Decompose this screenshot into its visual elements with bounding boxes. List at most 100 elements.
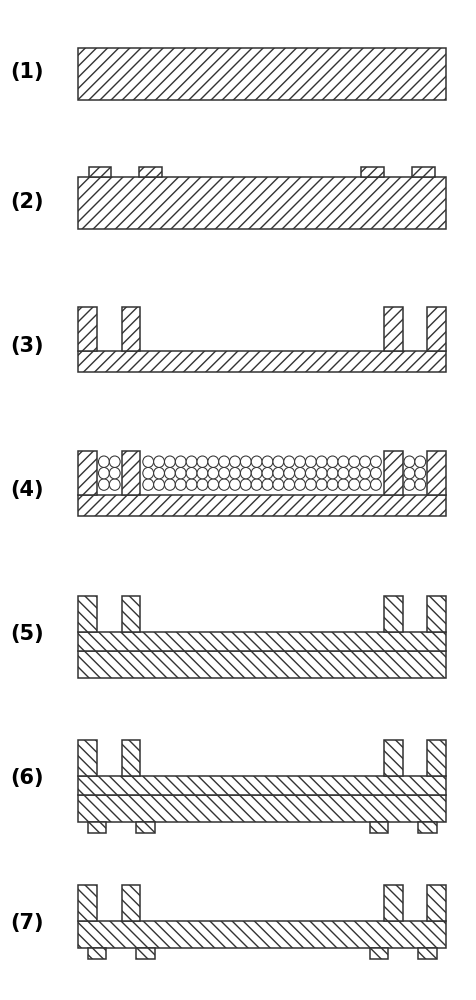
- Text: (7): (7): [10, 913, 43, 933]
- Bar: [417, 948, 436, 959]
- Circle shape: [109, 467, 120, 479]
- Circle shape: [337, 479, 348, 490]
- Bar: [78, 48, 445, 100]
- Circle shape: [305, 479, 316, 490]
- Bar: [88, 948, 106, 959]
- Circle shape: [251, 479, 261, 490]
- Circle shape: [164, 467, 175, 479]
- Circle shape: [218, 479, 229, 490]
- Text: (2): (2): [10, 192, 43, 212]
- Circle shape: [283, 479, 294, 490]
- Circle shape: [251, 467, 261, 479]
- Circle shape: [175, 479, 186, 490]
- Circle shape: [370, 479, 380, 490]
- Circle shape: [327, 456, 337, 467]
- Bar: [78, 632, 445, 651]
- Circle shape: [272, 456, 283, 467]
- Circle shape: [414, 479, 425, 490]
- Bar: [383, 885, 402, 921]
- Bar: [383, 596, 402, 632]
- Circle shape: [337, 456, 348, 467]
- Circle shape: [218, 456, 229, 467]
- Bar: [369, 948, 387, 959]
- Circle shape: [305, 467, 316, 479]
- Circle shape: [294, 467, 305, 479]
- Circle shape: [208, 467, 218, 479]
- Bar: [369, 822, 387, 833]
- Circle shape: [153, 479, 164, 490]
- Circle shape: [109, 479, 120, 490]
- Text: (1): (1): [10, 62, 43, 82]
- Circle shape: [272, 479, 283, 490]
- Bar: [426, 596, 445, 632]
- Circle shape: [261, 456, 272, 467]
- Bar: [383, 451, 402, 495]
- Bar: [78, 885, 97, 921]
- Bar: [78, 307, 97, 351]
- Bar: [426, 451, 445, 495]
- Bar: [78, 795, 445, 822]
- Circle shape: [229, 479, 240, 490]
- Circle shape: [359, 467, 370, 479]
- Circle shape: [229, 467, 240, 479]
- Circle shape: [414, 456, 425, 467]
- Circle shape: [218, 467, 229, 479]
- Circle shape: [142, 479, 153, 490]
- Bar: [89, 167, 111, 177]
- Bar: [78, 177, 445, 229]
- Circle shape: [305, 456, 316, 467]
- Circle shape: [359, 456, 370, 467]
- Circle shape: [153, 467, 164, 479]
- Circle shape: [142, 456, 153, 467]
- Bar: [78, 451, 97, 495]
- Circle shape: [240, 456, 251, 467]
- Bar: [121, 451, 140, 495]
- Circle shape: [327, 479, 337, 490]
- Circle shape: [283, 467, 294, 479]
- Circle shape: [186, 467, 197, 479]
- Circle shape: [208, 456, 218, 467]
- Circle shape: [316, 479, 327, 490]
- Circle shape: [175, 467, 186, 479]
- Circle shape: [403, 467, 414, 479]
- Circle shape: [164, 456, 175, 467]
- Circle shape: [348, 479, 359, 490]
- Circle shape: [272, 467, 283, 479]
- Circle shape: [370, 467, 380, 479]
- Circle shape: [175, 456, 186, 467]
- Circle shape: [109, 456, 120, 467]
- Circle shape: [98, 479, 109, 490]
- Circle shape: [251, 456, 261, 467]
- Circle shape: [197, 467, 208, 479]
- Circle shape: [142, 467, 153, 479]
- Bar: [411, 167, 434, 177]
- Bar: [78, 776, 445, 795]
- Circle shape: [316, 467, 327, 479]
- Bar: [426, 885, 445, 921]
- Circle shape: [294, 479, 305, 490]
- Circle shape: [98, 467, 109, 479]
- Bar: [136, 822, 154, 833]
- Bar: [136, 948, 154, 959]
- Bar: [426, 307, 445, 351]
- Circle shape: [370, 456, 380, 467]
- Circle shape: [403, 456, 414, 467]
- Circle shape: [208, 479, 218, 490]
- Circle shape: [261, 479, 272, 490]
- Circle shape: [414, 467, 425, 479]
- Circle shape: [240, 479, 251, 490]
- Circle shape: [186, 456, 197, 467]
- Circle shape: [283, 456, 294, 467]
- Bar: [121, 740, 140, 776]
- Circle shape: [316, 456, 327, 467]
- Circle shape: [229, 456, 240, 467]
- Circle shape: [359, 479, 370, 490]
- Circle shape: [197, 456, 208, 467]
- Bar: [139, 167, 162, 177]
- Bar: [78, 651, 445, 678]
- Bar: [78, 495, 445, 516]
- Circle shape: [403, 479, 414, 490]
- Text: (4): (4): [10, 480, 43, 500]
- Bar: [360, 167, 383, 177]
- Circle shape: [240, 467, 251, 479]
